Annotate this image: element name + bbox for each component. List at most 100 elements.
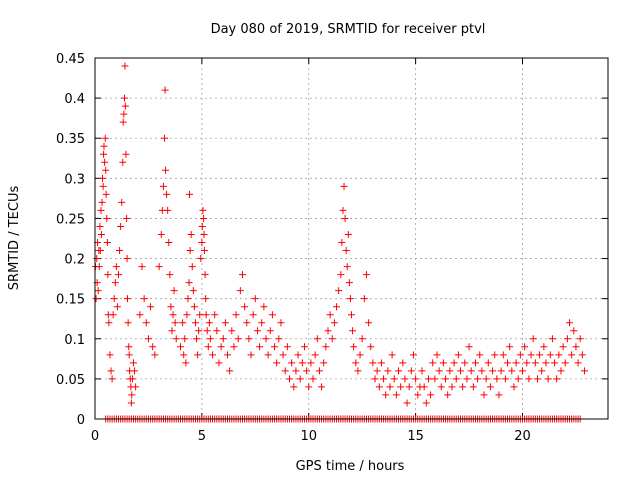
- data-point: [128, 391, 136, 399]
- data-point: [533, 375, 541, 383]
- data-point: [497, 367, 505, 375]
- data-point: [442, 375, 450, 383]
- data-point: [559, 343, 567, 351]
- data-point: [186, 247, 194, 255]
- data-point: [420, 383, 428, 391]
- data-point: [292, 367, 300, 375]
- data-point: [264, 351, 272, 359]
- data-point: [184, 295, 192, 303]
- data-point: [344, 230, 352, 238]
- data-point: [326, 311, 334, 319]
- data-point: [403, 399, 411, 407]
- data-point: [343, 263, 351, 271]
- data-point: [392, 391, 400, 399]
- data-point: [221, 319, 229, 327]
- data-point: [356, 351, 364, 359]
- data-point: [311, 351, 319, 359]
- data-point: [461, 359, 469, 367]
- data-point: [253, 327, 261, 335]
- data-point: [112, 263, 120, 271]
- data-point: [484, 359, 492, 367]
- data-point: [512, 359, 520, 367]
- data-point: [279, 351, 287, 359]
- data-point: [553, 375, 561, 383]
- data-point: [362, 271, 370, 279]
- data-point: [521, 343, 529, 351]
- data-point: [478, 367, 486, 375]
- data-point: [491, 351, 499, 359]
- data-point: [388, 351, 396, 359]
- data-point: [446, 367, 454, 375]
- data-point: [151, 351, 159, 359]
- data-point: [454, 351, 462, 359]
- data-point: [121, 102, 129, 110]
- data-point: [249, 311, 257, 319]
- data-point: [377, 359, 385, 367]
- data-point: [578, 351, 586, 359]
- data-point: [200, 214, 208, 222]
- data-point: [117, 222, 125, 230]
- data-point: [339, 206, 347, 214]
- data-point: [268, 311, 276, 319]
- data-point: [172, 335, 180, 343]
- data-point: [232, 311, 240, 319]
- y-tick-label: 0.35: [56, 132, 85, 147]
- data-point: [140, 295, 148, 303]
- data-point: [97, 206, 105, 214]
- data-point: [98, 198, 106, 206]
- data-point: [167, 303, 175, 311]
- x-tick-label: 0: [91, 429, 99, 444]
- data-point: [444, 391, 452, 399]
- data-point: [529, 335, 537, 343]
- data-point: [527, 351, 535, 359]
- data-point: [185, 279, 193, 287]
- data-point: [514, 375, 522, 383]
- data-point: [450, 359, 458, 367]
- data-point: [401, 375, 409, 383]
- data-point: [546, 351, 554, 359]
- data-point: [219, 335, 227, 343]
- data-point: [358, 335, 366, 343]
- data-point: [123, 255, 131, 263]
- data-point: [324, 327, 332, 335]
- data-point: [159, 182, 167, 190]
- data-point: [256, 343, 264, 351]
- data-point: [101, 134, 109, 142]
- x-tick-label: 15: [407, 429, 424, 444]
- y-tick-label: 0.15: [56, 293, 85, 308]
- data-point: [193, 335, 201, 343]
- data-point: [330, 319, 338, 327]
- data-point: [467, 367, 475, 375]
- data-point: [275, 335, 283, 343]
- data-point: [348, 311, 355, 319]
- data-point: [384, 367, 392, 375]
- data-point: [202, 311, 210, 319]
- data-point: [367, 343, 375, 351]
- data-point: [138, 263, 146, 271]
- data-point: [164, 206, 172, 214]
- data-point: [203, 327, 211, 335]
- data-point: [123, 214, 131, 222]
- data-point: [422, 399, 430, 407]
- data-point: [247, 351, 255, 359]
- data-point: [142, 319, 150, 327]
- data-point: [168, 327, 176, 335]
- data-point: [166, 271, 174, 279]
- data-point: [96, 247, 104, 255]
- data-point: [369, 359, 377, 367]
- data-point: [98, 174, 106, 182]
- data-point: [277, 319, 285, 327]
- data-point: [144, 335, 152, 343]
- data-point: [437, 383, 445, 391]
- data-point: [92, 295, 100, 303]
- data-point: [169, 311, 177, 319]
- data-point: [412, 375, 420, 383]
- data-point: [506, 343, 514, 351]
- y-tick-label: 0.25: [56, 212, 85, 227]
- data-point: [290, 383, 298, 391]
- data-point: [182, 359, 190, 367]
- data-point: [288, 359, 296, 367]
- data-point: [281, 367, 289, 375]
- data-point: [205, 319, 213, 327]
